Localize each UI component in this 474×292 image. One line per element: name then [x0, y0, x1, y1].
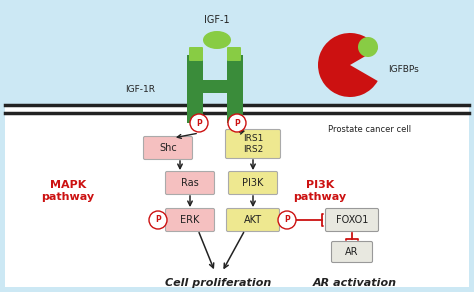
- Bar: [187, 55, 203, 123]
- FancyBboxPatch shape: [144, 136, 192, 159]
- Ellipse shape: [203, 31, 231, 49]
- Text: AR: AR: [345, 247, 359, 257]
- FancyBboxPatch shape: [165, 208, 215, 232]
- Bar: [5, 105, 469, 287]
- Text: MAPK: MAPK: [50, 180, 86, 190]
- Text: Ras: Ras: [181, 178, 199, 188]
- Text: PI3K: PI3K: [242, 178, 264, 188]
- FancyBboxPatch shape: [189, 47, 203, 61]
- Text: Shc: Shc: [159, 143, 177, 153]
- Text: pathway: pathway: [293, 192, 346, 202]
- Wedge shape: [318, 33, 378, 97]
- Bar: [187, 80, 243, 93]
- Text: PI3K: PI3K: [306, 180, 334, 190]
- FancyBboxPatch shape: [227, 208, 280, 232]
- Text: ERK: ERK: [180, 215, 200, 225]
- Text: P: P: [234, 119, 240, 128]
- Text: pathway: pathway: [41, 192, 94, 202]
- FancyBboxPatch shape: [228, 171, 277, 194]
- Text: P: P: [284, 215, 290, 225]
- Text: IGF-1R: IGF-1R: [125, 86, 155, 95]
- FancyBboxPatch shape: [331, 241, 373, 263]
- Text: Cell proliferation: Cell proliferation: [165, 278, 271, 288]
- Circle shape: [278, 211, 296, 229]
- Circle shape: [190, 114, 208, 132]
- Text: P: P: [196, 119, 202, 128]
- FancyBboxPatch shape: [227, 47, 241, 61]
- Circle shape: [149, 211, 167, 229]
- Text: AKT: AKT: [244, 215, 262, 225]
- Circle shape: [228, 114, 246, 132]
- Text: FOXO1: FOXO1: [336, 215, 368, 225]
- Circle shape: [358, 37, 378, 57]
- Text: IRS1
IRS2: IRS1 IRS2: [243, 134, 263, 154]
- FancyBboxPatch shape: [226, 129, 281, 159]
- Text: IGF-1: IGF-1: [204, 15, 230, 25]
- Text: IGFBPs: IGFBPs: [388, 65, 419, 74]
- FancyBboxPatch shape: [326, 208, 379, 232]
- Text: Prostate cancer cell: Prostate cancer cell: [328, 125, 411, 134]
- FancyBboxPatch shape: [165, 171, 215, 194]
- Text: P: P: [155, 215, 161, 225]
- Text: AR activation: AR activation: [313, 278, 397, 288]
- Bar: [227, 55, 243, 123]
